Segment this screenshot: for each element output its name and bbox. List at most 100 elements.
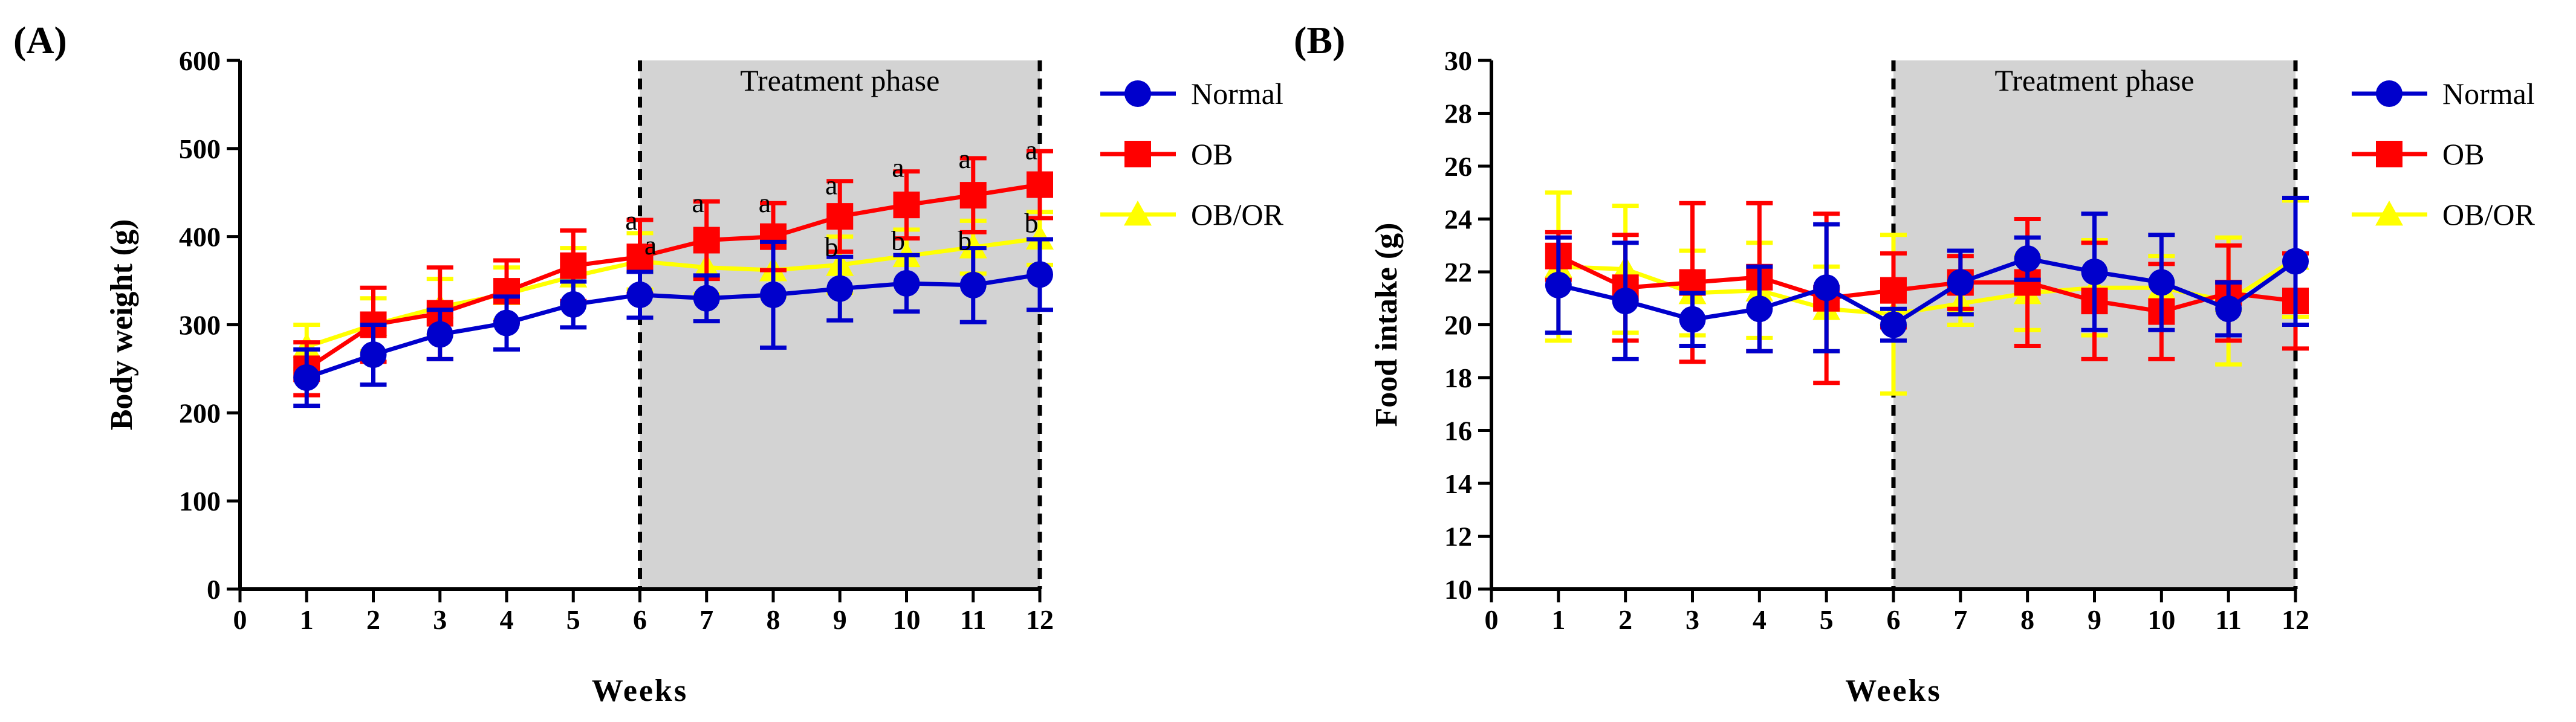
x-tick-label: 0	[1485, 604, 1499, 635]
treatment-phase-label: Treatment phase	[740, 63, 939, 97]
significance-label: a	[892, 152, 904, 183]
y-tick-label: 14	[1444, 468, 1472, 499]
y-tick-label: 600	[179, 45, 221, 76]
data-point	[1027, 171, 1053, 198]
treatment-phase-region	[640, 60, 1040, 589]
legend-entry-ob-or: OB/OR	[2352, 198, 2535, 231]
legend-marker	[2375, 201, 2403, 226]
data-point	[2014, 245, 2041, 272]
y-tick-label: 18	[1444, 363, 1472, 393]
y-tick-label: 26	[1444, 151, 1472, 182]
y-tick-label: 500	[179, 134, 221, 164]
x-tick-label: 12	[2282, 604, 2309, 635]
y-tick-label: 100	[179, 486, 221, 517]
x-tick-label: 9	[833, 604, 847, 635]
significance-label: a	[625, 205, 637, 236]
data-point	[1026, 224, 1054, 250]
x-tick-label: 0	[233, 604, 247, 635]
data-point	[626, 243, 654, 271]
x-tick-label: 1	[300, 604, 314, 635]
significance-label: a	[759, 187, 771, 218]
series-normal	[1545, 196, 2309, 361]
x-tick-label: 5	[1820, 604, 1834, 635]
data-point	[893, 192, 920, 219]
significance-label: b	[958, 225, 972, 256]
legend-marker	[1124, 201, 1152, 226]
data-point	[2148, 269, 2175, 296]
data-point	[693, 285, 720, 312]
x-tick-label: 8	[2020, 604, 2034, 635]
legend-marker	[1124, 80, 1151, 107]
data-point	[2081, 259, 2108, 285]
y-tick-label: 22	[1444, 257, 1472, 288]
y-tick-label: 300	[179, 310, 221, 341]
x-tick-label: 11	[2215, 604, 2241, 635]
significance-label: a	[644, 230, 657, 260]
data-point	[1813, 274, 1840, 301]
data-point	[493, 309, 520, 337]
data-point	[560, 291, 587, 318]
x-tick-label: 4	[500, 604, 514, 635]
y-tick-label: 0	[207, 574, 221, 605]
legend-entry-ob: OB	[2352, 137, 2484, 171]
x-axis-title: Weeks	[592, 674, 688, 708]
x-tick-label: 11	[960, 604, 986, 635]
significance-label: a	[825, 170, 837, 201]
legend-label: OB	[2442, 137, 2484, 171]
series-ob	[293, 149, 1053, 398]
x-tick-label: 4	[1753, 604, 1767, 635]
x-tick-label: 2	[1618, 604, 1632, 635]
data-point	[1545, 271, 1572, 298]
x-tick-label: 12	[1026, 604, 1054, 635]
x-tick-label: 7	[1953, 604, 1967, 635]
significance-label: b	[825, 231, 839, 262]
y-axis-title: Body weight (g)	[105, 219, 139, 431]
x-tick-label: 6	[1887, 604, 1901, 635]
legend-label: OB/OR	[1191, 198, 1283, 231]
y-tick-label: 10	[1444, 574, 1472, 605]
panel-label: (A)	[13, 19, 67, 62]
x-axis-title: Weeks	[1845, 674, 1941, 708]
data-point	[826, 275, 854, 302]
data-point	[760, 281, 787, 308]
y-tick-label: 12	[1444, 521, 1472, 552]
legend-marker	[2376, 141, 2402, 167]
data-point	[1880, 311, 1907, 338]
data-point	[560, 252, 587, 279]
significance-label: b	[891, 225, 905, 256]
legend-marker	[1124, 141, 1151, 167]
legend-entry-ob: OB	[1100, 137, 1233, 171]
x-tick-label: 1	[1551, 604, 1565, 635]
x-tick-label: 9	[2088, 604, 2101, 635]
data-point	[1947, 269, 1974, 296]
x-tick-label: 10	[893, 604, 921, 635]
legend-label: Normal	[2442, 77, 2535, 111]
data-point	[693, 227, 720, 254]
legend-entry-normal: Normal	[1100, 77, 1283, 111]
y-tick-label: 28	[1444, 98, 1472, 129]
data-point	[1880, 277, 1907, 304]
x-tick-label: 6	[633, 604, 647, 635]
legend-label: Normal	[1191, 77, 1283, 111]
y-tick-label: 30	[1444, 45, 1472, 76]
x-tick-label: 3	[433, 604, 447, 635]
x-tick-label: 10	[2147, 604, 2175, 635]
data-point	[1027, 261, 1053, 288]
legend-label: OB/OR	[2442, 198, 2535, 231]
data-point	[959, 182, 987, 209]
y-tick-label: 20	[1444, 310, 1472, 341]
significance-label: a	[692, 187, 704, 218]
data-point	[959, 233, 987, 259]
data-point	[893, 269, 920, 297]
data-point	[2282, 248, 2309, 275]
x-tick-label: 7	[699, 604, 713, 635]
significance-label: b	[1025, 207, 1039, 238]
y-tick-label: 400	[179, 222, 221, 253]
data-point	[1746, 295, 1773, 323]
legend-entry-normal: Normal	[2352, 77, 2535, 111]
panel-label: (B)	[1294, 19, 1345, 62]
series-normal	[293, 237, 1053, 408]
